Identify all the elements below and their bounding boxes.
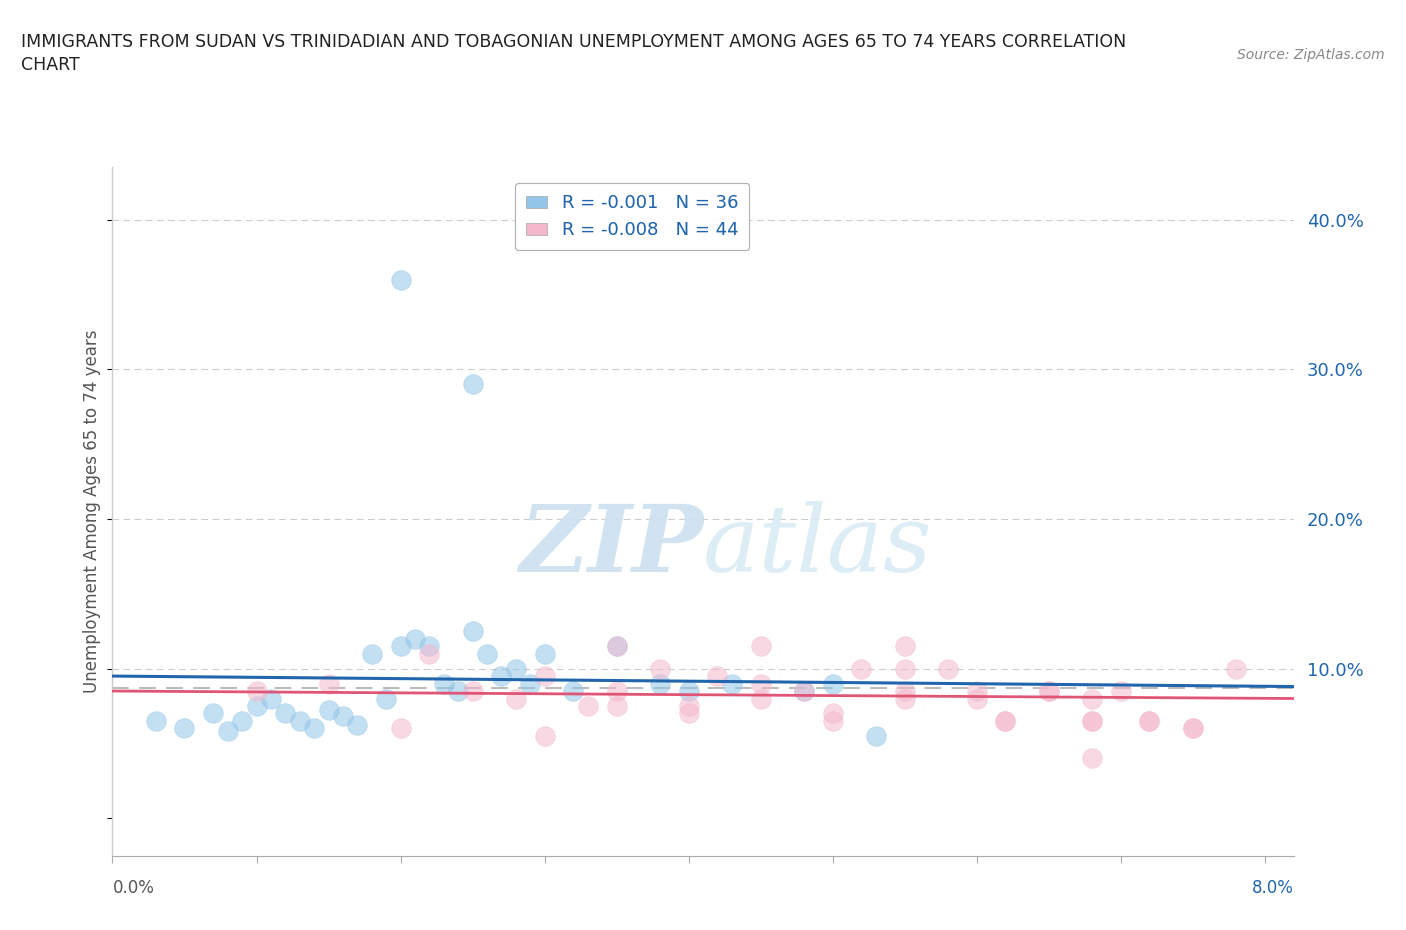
Point — [1139, 713, 1161, 728]
Point — [475, 646, 498, 661]
Point — [491, 669, 513, 684]
Point — [346, 718, 368, 733]
Point — [389, 639, 412, 654]
Point — [447, 684, 470, 698]
Point — [1181, 721, 1204, 736]
Legend: R = -0.001   N = 36, R = -0.008   N = 44: R = -0.001 N = 36, R = -0.008 N = 44 — [515, 183, 749, 250]
Text: IMMIGRANTS FROM SUDAN VS TRINIDADIAN AND TOBAGONIAN UNEMPLOYMENT AMONG AGES 65 T: IMMIGRANTS FROM SUDAN VS TRINIDADIAN AND… — [21, 33, 1126, 50]
Point — [606, 639, 628, 654]
Point — [332, 709, 354, 724]
Text: atlas: atlas — [703, 501, 932, 591]
Text: 8.0%: 8.0% — [1251, 879, 1294, 897]
Text: Source: ZipAtlas.com: Source: ZipAtlas.com — [1237, 48, 1385, 62]
Point — [1139, 713, 1161, 728]
Point — [360, 646, 382, 661]
Point — [1081, 713, 1104, 728]
Point — [288, 713, 311, 728]
Point — [217, 724, 239, 738]
Point — [851, 661, 873, 676]
Point — [1038, 684, 1060, 698]
Point — [648, 676, 671, 691]
Point — [533, 728, 555, 743]
Point — [461, 377, 484, 392]
Point — [461, 684, 484, 698]
Point — [606, 698, 628, 713]
Point — [202, 706, 225, 721]
Point — [706, 669, 728, 684]
Point — [375, 691, 398, 706]
Point — [936, 661, 959, 676]
Point — [1038, 684, 1060, 698]
Point — [231, 713, 253, 728]
Point — [318, 676, 340, 691]
Point — [749, 676, 772, 691]
Point — [893, 661, 915, 676]
Point — [966, 691, 988, 706]
Point — [793, 684, 815, 698]
Point — [1081, 751, 1104, 765]
Text: CHART: CHART — [21, 56, 80, 73]
Point — [994, 713, 1017, 728]
Point — [533, 646, 555, 661]
Point — [433, 676, 456, 691]
Point — [1109, 684, 1132, 698]
Point — [245, 684, 267, 698]
Text: ZIP: ZIP — [519, 501, 703, 591]
Point — [1081, 713, 1104, 728]
Point — [994, 713, 1017, 728]
Point — [678, 706, 700, 721]
Point — [418, 646, 440, 661]
Point — [606, 639, 628, 654]
Point — [966, 684, 988, 698]
Point — [274, 706, 297, 721]
Point — [461, 624, 484, 639]
Point — [893, 639, 915, 654]
Point — [302, 721, 325, 736]
Point — [821, 706, 844, 721]
Point — [720, 676, 742, 691]
Point — [865, 728, 887, 743]
Point — [606, 684, 628, 698]
Text: 0.0%: 0.0% — [112, 879, 155, 897]
Point — [505, 661, 527, 676]
Point — [245, 698, 267, 713]
Point — [519, 676, 541, 691]
Point — [893, 684, 915, 698]
Point — [389, 272, 412, 287]
Point — [678, 698, 700, 713]
Point — [893, 691, 915, 706]
Point — [749, 639, 772, 654]
Point — [1225, 661, 1247, 676]
Point — [1181, 721, 1204, 736]
Point — [145, 713, 167, 728]
Point — [404, 631, 426, 646]
Point — [389, 721, 412, 736]
Y-axis label: Unemployment Among Ages 65 to 74 years: Unemployment Among Ages 65 to 74 years — [83, 330, 101, 693]
Point — [648, 661, 671, 676]
Point — [678, 684, 700, 698]
Point — [821, 713, 844, 728]
Point — [418, 639, 440, 654]
Point — [533, 669, 555, 684]
Point — [749, 691, 772, 706]
Point — [562, 684, 585, 698]
Point — [505, 691, 527, 706]
Point — [821, 676, 844, 691]
Point — [576, 698, 599, 713]
Point — [793, 684, 815, 698]
Point — [1081, 691, 1104, 706]
Point — [318, 703, 340, 718]
Point — [173, 721, 195, 736]
Point — [260, 691, 283, 706]
